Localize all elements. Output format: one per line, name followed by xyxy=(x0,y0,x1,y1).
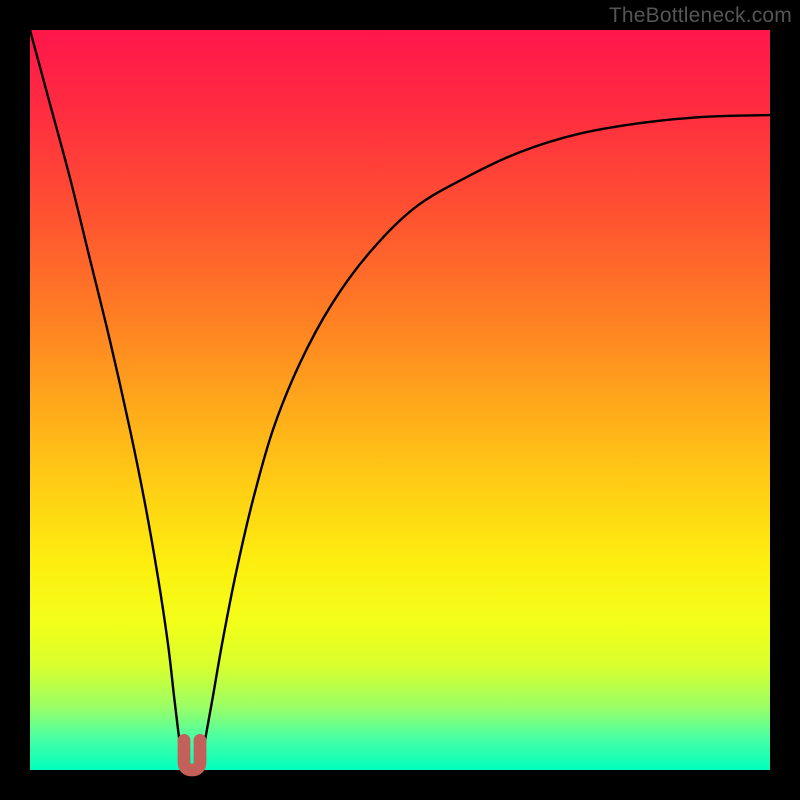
watermark-label: TheBottleneck.com xyxy=(609,0,800,28)
chart-container: TheBottleneck.com xyxy=(0,0,800,800)
bottleneck-chart-svg xyxy=(0,0,800,800)
plot-background-gradient xyxy=(30,30,770,770)
